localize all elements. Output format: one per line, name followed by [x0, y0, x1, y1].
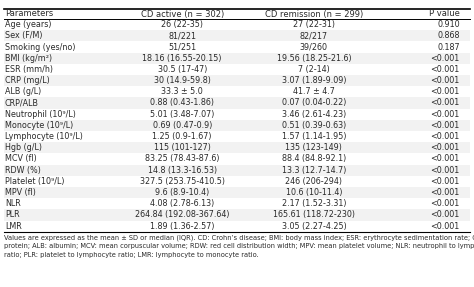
Text: P value: P value [429, 9, 460, 18]
Text: Parameters: Parameters [5, 9, 53, 18]
Text: 2.17 (1.52-3.31): 2.17 (1.52-3.31) [282, 199, 346, 208]
Text: 27 (22-31): 27 (22-31) [293, 20, 335, 29]
Text: 1.25 (0.9-1.67): 1.25 (0.9-1.67) [153, 132, 212, 141]
Text: 83.25 (78.43-87.6): 83.25 (78.43-87.6) [145, 154, 219, 164]
Text: <0.001: <0.001 [430, 87, 460, 96]
Text: 1.89 (1.36-2.57): 1.89 (1.36-2.57) [150, 222, 215, 231]
Text: BMI (kg/m²): BMI (kg/m²) [5, 54, 52, 63]
Bar [4, 120, 470, 131]
Bar [4, 165, 470, 176]
Text: <0.001: <0.001 [430, 188, 460, 197]
Text: <0.001: <0.001 [430, 54, 460, 63]
Text: 115 (101-127): 115 (101-127) [154, 143, 210, 152]
Text: 0.69 (0.47-0.9): 0.69 (0.47-0.9) [153, 121, 212, 130]
Text: Lymphocyte (10⁹/L): Lymphocyte (10⁹/L) [5, 132, 83, 141]
Text: CD active (n = 302): CD active (n = 302) [141, 9, 224, 18]
Text: 1.57 (1.14-1.95): 1.57 (1.14-1.95) [282, 132, 346, 141]
Text: <0.001: <0.001 [430, 65, 460, 74]
Text: 5.01 (3.48-7.07): 5.01 (3.48-7.07) [150, 110, 214, 119]
Bar [4, 53, 470, 64]
Bar [4, 75, 470, 86]
Text: Values are expressed as the mean ± SD or median (IQR). CD: Crohn’s disease; BMI:: Values are expressed as the mean ± SD or… [4, 235, 474, 241]
Text: 3.05 (2.27-4.25): 3.05 (2.27-4.25) [282, 222, 346, 231]
Text: Age (years): Age (years) [5, 20, 52, 29]
Text: PLR: PLR [5, 210, 19, 220]
Text: protein; ALB: albumin; MCV: mean corpuscular volume; RDW: red cell distribution : protein; ALB: albumin; MCV: mean corpusc… [4, 243, 474, 249]
Text: <0.001: <0.001 [430, 143, 460, 152]
Text: CRP (mg/L): CRP (mg/L) [5, 76, 50, 85]
Text: 0.07 (0.04-0.22): 0.07 (0.04-0.22) [282, 98, 346, 108]
Text: CD remission (n = 299): CD remission (n = 299) [265, 9, 363, 18]
Text: Smoking (yes/no): Smoking (yes/no) [5, 42, 75, 51]
Text: <0.001: <0.001 [430, 132, 460, 141]
Text: <0.001: <0.001 [430, 210, 460, 220]
Text: <0.001: <0.001 [430, 154, 460, 164]
Text: <0.001: <0.001 [430, 177, 460, 186]
Text: 39/260: 39/260 [300, 42, 328, 51]
Text: 7 (2-14): 7 (2-14) [298, 65, 330, 74]
Text: <0.001: <0.001 [430, 166, 460, 175]
Text: 0.187: 0.187 [437, 42, 460, 51]
Bar [4, 187, 470, 198]
Text: 19.56 (18.25-21.6): 19.56 (18.25-21.6) [276, 54, 351, 63]
Text: ratio; PLR: platelet to lymphocyte ratio; LMR: lymphocyte to monocyte ratio.: ratio; PLR: platelet to lymphocyte ratio… [4, 252, 259, 258]
Text: LMR: LMR [5, 222, 22, 231]
Text: <0.001: <0.001 [430, 121, 460, 130]
Text: Monocyte (10⁹/L): Monocyte (10⁹/L) [5, 121, 73, 130]
Text: MCV (fl): MCV (fl) [5, 154, 37, 164]
Text: CRP/ALB: CRP/ALB [5, 98, 39, 108]
Text: <0.001: <0.001 [430, 76, 460, 85]
Text: 81/221: 81/221 [168, 31, 196, 40]
Text: ESR (mm/h): ESR (mm/h) [5, 65, 53, 74]
Text: <0.001: <0.001 [430, 98, 460, 108]
Text: 14.8 (13.3-16.53): 14.8 (13.3-16.53) [148, 166, 217, 175]
Text: 0.868: 0.868 [437, 31, 460, 40]
Text: Platelet (10⁹/L): Platelet (10⁹/L) [5, 177, 64, 186]
Text: 33.3 ± 5.0: 33.3 ± 5.0 [161, 87, 203, 96]
Text: NLR: NLR [5, 199, 21, 208]
Text: MPV (fl): MPV (fl) [5, 188, 36, 197]
Text: <0.001: <0.001 [430, 110, 460, 119]
Bar [4, 142, 470, 153]
Text: <0.001: <0.001 [430, 199, 460, 208]
Text: Hgb (g/L): Hgb (g/L) [5, 143, 42, 152]
Text: 30 (14.9-59.8): 30 (14.9-59.8) [154, 76, 210, 85]
Text: Neutrophil (10⁹/L): Neutrophil (10⁹/L) [5, 110, 76, 119]
Text: 246 (206-294): 246 (206-294) [285, 177, 342, 186]
Text: 51/251: 51/251 [168, 42, 196, 51]
Text: Sex (F/M): Sex (F/M) [5, 31, 43, 40]
Text: 264.84 (192.08-367.64): 264.84 (192.08-367.64) [135, 210, 229, 220]
Text: 0.51 (0.39-0.63): 0.51 (0.39-0.63) [282, 121, 346, 130]
Text: 327.5 (253.75-410.5): 327.5 (253.75-410.5) [140, 177, 225, 186]
Text: 88.4 (84.8-92.1): 88.4 (84.8-92.1) [282, 154, 346, 164]
Bar [4, 30, 470, 41]
Text: 3.07 (1.89-9.09): 3.07 (1.89-9.09) [282, 76, 346, 85]
Text: <0.001: <0.001 [430, 222, 460, 231]
Text: 82/217: 82/217 [300, 31, 328, 40]
Text: 41.7 ± 4.7: 41.7 ± 4.7 [293, 87, 335, 96]
Text: 4.08 (2.78-6.13): 4.08 (2.78-6.13) [150, 199, 214, 208]
Text: 9.6 (8.9-10.4): 9.6 (8.9-10.4) [155, 188, 210, 197]
Text: 0.88 (0.43-1.86): 0.88 (0.43-1.86) [150, 98, 214, 108]
Bar [4, 97, 470, 108]
Text: 18.16 (16.55-20.15): 18.16 (16.55-20.15) [143, 54, 222, 63]
Text: 26 (22-35): 26 (22-35) [161, 20, 203, 29]
Text: 165.61 (118.72-230): 165.61 (118.72-230) [273, 210, 355, 220]
Text: 13.3 (12.7-14.7): 13.3 (12.7-14.7) [282, 166, 346, 175]
Bar [4, 210, 470, 221]
Text: 10.6 (10-11.4): 10.6 (10-11.4) [286, 188, 342, 197]
Text: 135 (123-149): 135 (123-149) [285, 143, 342, 152]
Text: 3.46 (2.61-4.23): 3.46 (2.61-4.23) [282, 110, 346, 119]
Text: 30.5 (17-47): 30.5 (17-47) [157, 65, 207, 74]
Text: 0.910: 0.910 [437, 20, 460, 29]
Text: RDW (%): RDW (%) [5, 166, 41, 175]
Text: ALB (g/L): ALB (g/L) [5, 87, 41, 96]
